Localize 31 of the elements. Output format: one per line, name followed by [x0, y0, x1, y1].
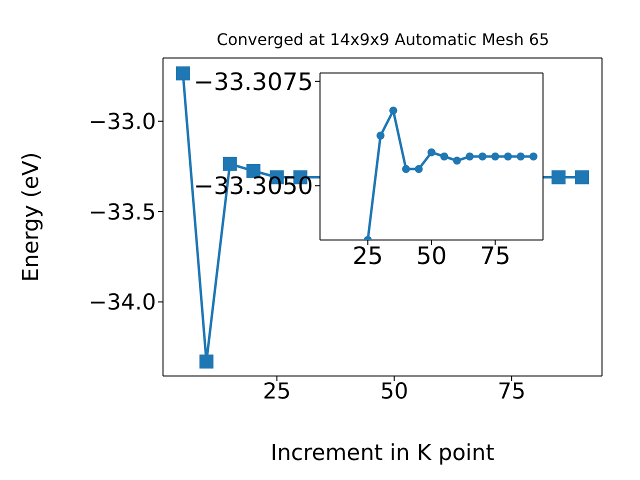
- point: [389, 106, 398, 115]
- x-tick-label: 75: [480, 242, 510, 270]
- y-tick-label: −33.3075: [194, 68, 313, 96]
- point: [452, 156, 461, 165]
- point: [402, 165, 410, 174]
- y-axis-title: Energy (eV): [18, 152, 44, 282]
- point: [376, 132, 385, 140]
- point: [466, 152, 474, 160]
- point: [428, 148, 436, 156]
- y-tick-label: −33.5: [88, 200, 156, 226]
- point: [491, 152, 500, 160]
- point: [414, 165, 423, 174]
- point: [199, 354, 214, 369]
- point: [504, 152, 512, 160]
- point: [440, 152, 448, 160]
- x-axis-title: Increment in K point: [270, 441, 495, 466]
- x-tick-label: 25: [352, 242, 384, 270]
- y-tick-label: −34.0: [88, 290, 156, 316]
- x-tick-label: 75: [498, 380, 526, 405]
- point: [222, 156, 237, 171]
- x-tick-label: 25: [262, 380, 291, 405]
- y-tick-label: −33.0: [88, 110, 156, 136]
- x-tick-label: 50: [380, 380, 408, 405]
- point: [176, 66, 190, 80]
- point: [516, 152, 525, 160]
- point: [552, 170, 566, 184]
- point: [529, 152, 538, 160]
- point: [478, 152, 486, 160]
- point: [575, 170, 590, 184]
- x-tick-label: 50: [416, 242, 447, 270]
- chart-title: Converged at 14x9x9 Automatic Mesh 65: [216, 30, 550, 49]
